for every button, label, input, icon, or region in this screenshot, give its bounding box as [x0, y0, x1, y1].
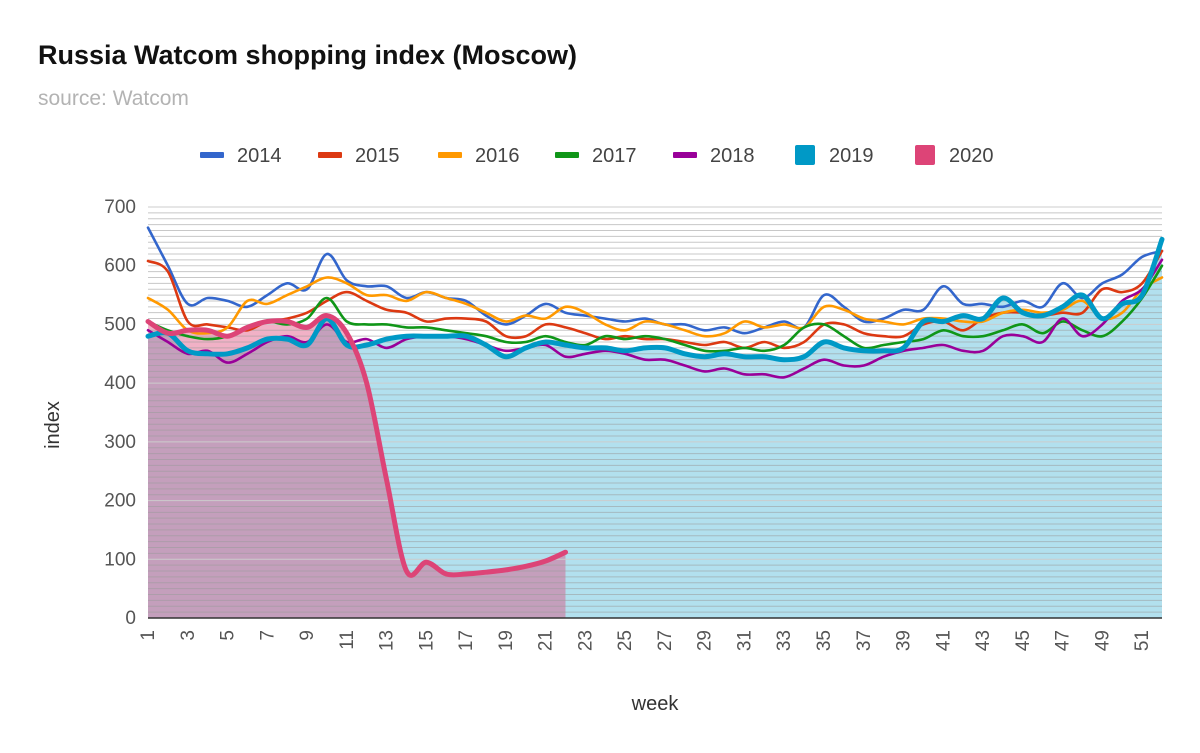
legend-label-2017: 2017 [592, 145, 637, 167]
x-tick-label: 43 [973, 630, 994, 651]
legend-label-2016: 2016 [475, 145, 520, 167]
x-tick-label: 11 [337, 630, 358, 650]
legend-swatch-2019 [795, 145, 815, 165]
x-tick-label: 51 [1132, 630, 1153, 651]
series-lines [145, 226, 1165, 578]
x-tick-label: 45 [1013, 630, 1034, 651]
legend-swatch-2015 [318, 152, 342, 158]
x-tick-label: 13 [377, 630, 398, 651]
legend-swatch-2018 [673, 152, 697, 158]
chart-subtitle: source: Watcom [38, 87, 189, 110]
y-tick-label: 700 [104, 197, 136, 218]
x-tick-label: 23 [575, 630, 596, 651]
x-tick-label: 1 [138, 630, 159, 641]
x-tick-label: 9 [297, 630, 318, 641]
legend-label-2019: 2019 [829, 145, 874, 167]
series-line-2019 [145, 236, 1165, 363]
gridlines [148, 206, 1162, 619]
area-fills [148, 239, 1162, 619]
x-axis: 1 3 5 7 9 11 13 15 17 19 21 23 25 27 29 31 33 35 37 39 41 43 4… [138, 630, 1153, 651]
x-tick-label: 25 [615, 630, 636, 651]
legend-label-2014: 2014 [237, 145, 282, 167]
legend-label-2015: 2015 [355, 145, 400, 167]
legend-label-2018: 2018 [710, 145, 755, 167]
x-tick-label: 35 [814, 630, 835, 651]
y-axis-title: index [42, 401, 64, 449]
chart-title: Russia Watcom shopping index (Moscow) [38, 40, 578, 70]
x-tick-label: 17 [456, 630, 477, 651]
x-tick-label: 49 [1092, 630, 1113, 651]
y-tick-label: 300 [104, 432, 136, 453]
x-tick-label: 29 [695, 630, 716, 651]
y-tick-label: 200 [104, 491, 136, 512]
x-tick-label: 21 [536, 630, 557, 651]
x-tick-label: 27 [655, 630, 676, 651]
x-tick-label: 39 [894, 630, 915, 651]
x-tick-label: 31 [735, 630, 756, 651]
x-tick-label: 7 [257, 630, 278, 641]
legend-swatch-2017 [555, 152, 579, 158]
y-tick-label: 100 [104, 549, 136, 570]
x-tick-label: 5 [218, 630, 239, 641]
series-line-2020 [145, 313, 568, 578]
legend-swatch-2020 [915, 145, 935, 165]
series-line-2017 [146, 264, 1164, 353]
y-tick-label: 600 [104, 256, 136, 277]
x-tick-label: 33 [774, 630, 795, 651]
x-axis-title: week [631, 693, 680, 715]
y-tick-label: 500 [104, 314, 136, 335]
legend-swatch-2016 [438, 152, 462, 158]
x-tick-label: 15 [416, 630, 437, 651]
legend: 2014 2015 2016 2017 2018 2019 2020 [200, 145, 994, 167]
y-tick-label: 400 [104, 373, 136, 394]
y-tick-label: 0 [125, 608, 136, 629]
x-tick-label: 19 [496, 630, 517, 651]
area-fill-2020 [148, 315, 566, 618]
legend-label-2020: 2020 [949, 145, 994, 167]
series-line-2016 [146, 276, 1164, 338]
area-fill-2019 [148, 239, 1162, 619]
x-tick-label: 3 [178, 630, 199, 641]
legend-swatch-2014 [200, 152, 224, 158]
x-tick-label: 47 [1053, 630, 1074, 651]
x-tick-label: 37 [854, 630, 875, 651]
y-axis: 0 100 200 300 400 500 600 700 [104, 197, 136, 629]
x-tick-label: 41 [933, 630, 954, 651]
